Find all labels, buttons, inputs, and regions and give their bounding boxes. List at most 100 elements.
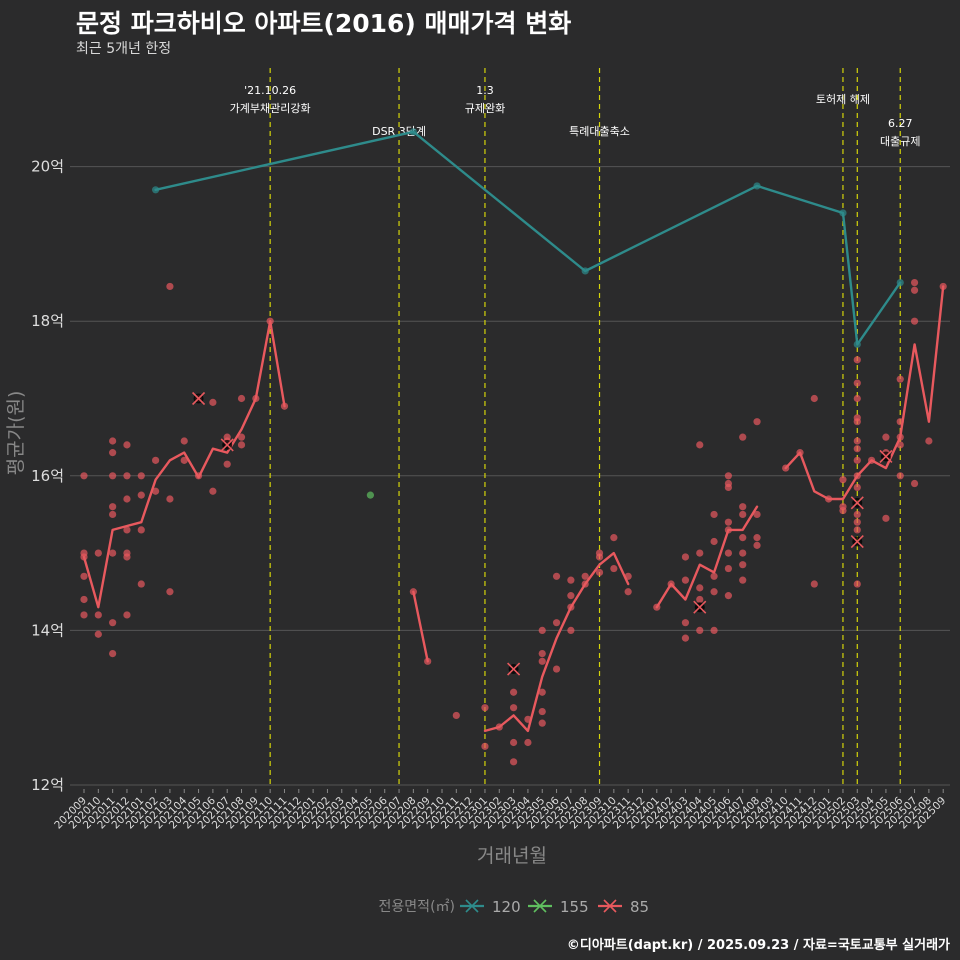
data-point-85 [853, 518, 861, 526]
data-point-85 [152, 487, 160, 495]
data-point-85 [237, 441, 246, 449]
data-point-85 [109, 449, 117, 457]
series-line-85 [412, 590, 429, 663]
data-point-85 [681, 634, 690, 642]
data-point-85 [739, 503, 747, 511]
data-point-85 [696, 441, 704, 449]
data-point-85 [696, 584, 704, 592]
data-point-85 [724, 518, 733, 526]
data-point-85 [109, 437, 117, 445]
data-point-85 [209, 487, 217, 495]
data-point-85 [137, 526, 145, 534]
cancelled-marker [850, 496, 864, 510]
legend-item-120: 120 [460, 898, 521, 916]
data-point-85 [481, 742, 489, 750]
data-point-85 [123, 472, 131, 480]
data-point-85 [681, 576, 690, 584]
data-point-85 [853, 456, 861, 464]
data-point-85 [853, 445, 861, 453]
legend-key-cross [465, 899, 479, 913]
data-point-85 [910, 479, 919, 488]
data-point-85 [724, 483, 733, 491]
data-point-85 [853, 526, 861, 534]
event-label: 1.3 [476, 84, 494, 97]
data-point-85 [80, 572, 88, 580]
cancelled-marker [191, 391, 206, 406]
data-point-85 [509, 758, 518, 766]
data-point-85 [123, 441, 131, 449]
data-point-85 [853, 356, 861, 364]
data-point-85 [839, 476, 847, 484]
series-line-120 [154, 130, 902, 346]
y-tick-label: 18억 [31, 312, 64, 330]
cancelled-marker [879, 449, 893, 464]
data-point-85 [567, 576, 575, 584]
data-point-85 [109, 472, 117, 480]
data-point-85 [152, 456, 160, 464]
data-point-85 [853, 510, 861, 519]
data-point-85 [853, 394, 861, 403]
data-point-85 [524, 738, 532, 747]
legend-label: 120 [492, 898, 521, 916]
data-point-85 [538, 657, 546, 665]
legend-label: 155 [560, 898, 589, 916]
legend-title: 전용면적(㎡) [379, 899, 455, 915]
data-point-85 [910, 317, 919, 325]
data-point-85 [581, 572, 589, 580]
data-point-85 [624, 588, 632, 596]
data-point-85 [109, 619, 117, 627]
data-point-85 [739, 510, 747, 519]
data-point-155 [366, 491, 374, 499]
data-point-85 [123, 526, 131, 534]
data-point-85 [109, 510, 117, 519]
data-point-85 [610, 564, 618, 573]
data-point-85 [882, 514, 890, 522]
data-point-85 [810, 394, 818, 403]
data-point-85 [739, 549, 747, 557]
data-point-85 [925, 437, 933, 445]
data-point-85 [109, 649, 117, 658]
legend-key-cross [603, 899, 617, 913]
data-point-85 [166, 588, 174, 596]
data-point-85 [724, 592, 733, 600]
data-point-85 [538, 626, 546, 635]
data-point-85 [853, 437, 861, 445]
data-point-85 [567, 626, 575, 635]
event-label: 규제완화 [465, 102, 505, 115]
data-point-85 [538, 688, 546, 696]
data-point-85 [739, 576, 747, 584]
event-label: 특례대출축소 [569, 125, 630, 138]
data-point-85 [595, 553, 604, 561]
data-point-85 [710, 537, 718, 546]
cancelled-marker [850, 534, 864, 549]
data-point-85 [724, 472, 733, 480]
event-label: 대출규제 [880, 135, 920, 148]
series-line-85 [784, 285, 945, 501]
cancelled-marker [693, 600, 707, 614]
data-point-85 [109, 549, 117, 557]
data-point-85 [137, 491, 145, 499]
data-point-85 [452, 711, 460, 720]
data-point-85 [810, 580, 818, 588]
data-point-85 [123, 553, 131, 561]
data-point-85 [896, 375, 904, 383]
cancelled-marker [507, 662, 521, 676]
data-point-85 [109, 503, 117, 511]
event-label: '21.10.26 [244, 84, 296, 97]
data-point-85 [94, 549, 102, 557]
data-point-85 [753, 541, 761, 549]
data-point-85 [180, 456, 188, 464]
data-point-85 [610, 534, 618, 542]
series-line-85 [82, 320, 286, 609]
legend-key-cross [533, 899, 547, 913]
chart-title: 문정 파크하비오 아파트(2016) 매매가격 변화 [76, 9, 572, 38]
data-point-85 [80, 595, 88, 604]
data-point-85 [839, 506, 847, 515]
series-line-85 [655, 505, 759, 609]
data-point-85 [753, 534, 761, 542]
event-label: 가계부채관리강화 [230, 102, 311, 115]
data-point-85 [681, 553, 690, 561]
data-point-85 [724, 549, 733, 557]
data-point-85 [552, 665, 561, 673]
